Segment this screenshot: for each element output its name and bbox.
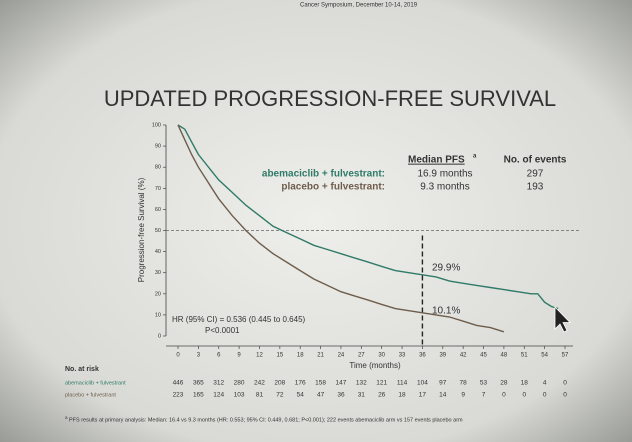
median-value: 9.3 months <box>420 182 469 193</box>
event-count: 297 <box>527 169 544 180</box>
chart-title: UPDATED PROGRESSION-FREE SURVIVAL <box>104 86 556 111</box>
at-risk-count: 0 <box>563 380 567 387</box>
x-tick-label: 42 <box>460 353 467 359</box>
x-tick-label: 9 <box>237 353 241 359</box>
cursor <box>554 306 571 333</box>
at-risk-count: 28 <box>500 380 508 387</box>
x-tick-label: 48 <box>501 353 508 359</box>
at-risk-count: 18 <box>521 380 529 387</box>
superscript: a <box>473 154 477 160</box>
y-tick-label: 30 <box>155 270 161 276</box>
y-tick-label: 0 <box>158 333 161 339</box>
x-tick-label: 24 <box>338 353 345 359</box>
table-header: Median PFS <box>408 155 465 166</box>
y-tick-label: 10 <box>155 312 161 318</box>
y-tick-label: 40 <box>155 249 161 255</box>
at-risk-count: 103 <box>234 392 245 399</box>
at-risk-count: 97 <box>439 380 447 387</box>
event-count: 193 <box>527 182 544 193</box>
x-tick-label: 21 <box>317 353 324 359</box>
at-risk-title: No. at risk <box>65 366 99 373</box>
x-tick-label: 0 <box>176 353 180 359</box>
x-tick-label: 39 <box>439 353 446 359</box>
x-tick-label: 54 <box>541 353 548 359</box>
at-risk-count: 365 <box>193 380 204 387</box>
at-risk-count: 18 <box>398 392 406 399</box>
at-risk-count: 104 <box>417 380 428 387</box>
at-risk-count: 312 <box>213 380 224 387</box>
at-risk-count: 0 <box>502 392 506 399</box>
y-tick-label: 100 <box>152 122 161 128</box>
at-risk-count: 132 <box>356 380 367 387</box>
at-risk-count: 0 <box>522 392 526 399</box>
at-risk-count: 31 <box>358 392 366 399</box>
median-value: 16.9 months <box>417 169 472 180</box>
survival-curve <box>177 124 559 310</box>
footnote: PFS results at primary analysis: Median:… <box>69 417 463 423</box>
x-axis-label: Time (months) <box>349 361 401 370</box>
y-tick-label: 60 <box>155 207 161 213</box>
x-tick-label: 15 <box>276 353 283 359</box>
x-tick-label: 45 <box>480 353 487 359</box>
at-risk-count: 147 <box>336 380 347 387</box>
x-tick-label: 51 <box>521 353 528 359</box>
at-risk-count: 36 <box>337 392 345 399</box>
annotation: P<0.0001 <box>205 326 240 335</box>
x-tick-label: 12 <box>256 353 263 359</box>
at-risk-count: 280 <box>234 380 245 387</box>
x-tick-label: 30 <box>378 353 385 359</box>
legend-label: abemaciclib + fulvestrant: <box>262 169 385 180</box>
at-risk-count: 0 <box>563 392 567 399</box>
at-risk-count: 72 <box>276 392 284 399</box>
x-tick-label: 36 <box>419 353 426 359</box>
at-risk-label: placebo + fulvestrant <box>65 392 116 398</box>
at-risk-count: 242 <box>254 380 265 387</box>
at-risk-count: 53 <box>480 380 488 387</box>
at-risk-count: 446 <box>173 380 184 387</box>
x-tick-label: 6 <box>217 353 221 359</box>
at-risk-count: 114 <box>397 380 408 387</box>
y-tick-label: 80 <box>155 165 161 171</box>
at-risk-count: 208 <box>274 380 285 387</box>
at-risk-count: 26 <box>378 392 386 399</box>
at-risk-count: 7 <box>482 392 486 399</box>
at-risk-count: 4 <box>543 380 547 387</box>
at-risk-count: 121 <box>376 380 387 387</box>
at-risk-count: 54 <box>297 392 305 399</box>
at-risk-count: 81 <box>256 392 264 399</box>
at-risk-count: 14 <box>439 392 447 399</box>
survival-curve <box>177 124 505 333</box>
y-axis-label: Progression-free Survival (%) <box>137 177 146 282</box>
footnote-mark: a <box>65 415 68 420</box>
y-tick-label: 70 <box>155 186 161 192</box>
at-risk-count: 165 <box>193 392 204 399</box>
at-risk-count: 124 <box>213 392 224 399</box>
at-risk-label: abemaciclib + fulvestrant <box>65 380 126 386</box>
table-header: No. of events <box>504 155 567 166</box>
y-tick-label: 90 <box>155 144 161 150</box>
annotation: 29.9% <box>432 263 460 274</box>
at-risk-count: 176 <box>295 380 306 387</box>
at-risk-count: 78 <box>460 380 468 387</box>
legend-label: placebo + fulvestrant: <box>281 182 385 193</box>
y-tick-label: 20 <box>155 291 161 297</box>
at-risk-count: 9 <box>461 392 465 399</box>
at-risk-count: 0 <box>543 392 547 399</box>
x-tick-label: 27 <box>358 353 365 359</box>
x-tick-label: 33 <box>399 353 406 359</box>
at-risk-count: 17 <box>419 392 427 399</box>
at-risk-count: 158 <box>315 380 326 387</box>
x-tick-label: 57 <box>562 353 569 359</box>
annotation: 10.1% <box>432 306 460 317</box>
x-tick-label: 3 <box>197 353 201 359</box>
at-risk-count: 47 <box>317 392 325 399</box>
annotation: HR (95% CI) = 0.536 (0.445 to 0.645) <box>172 315 306 324</box>
x-tick-label: 18 <box>297 353 304 359</box>
y-tick-label: 50 <box>155 228 161 234</box>
at-risk-count: 223 <box>173 392 184 399</box>
source: Cancer Symposium, December 10-14, 2019 <box>300 3 418 9</box>
